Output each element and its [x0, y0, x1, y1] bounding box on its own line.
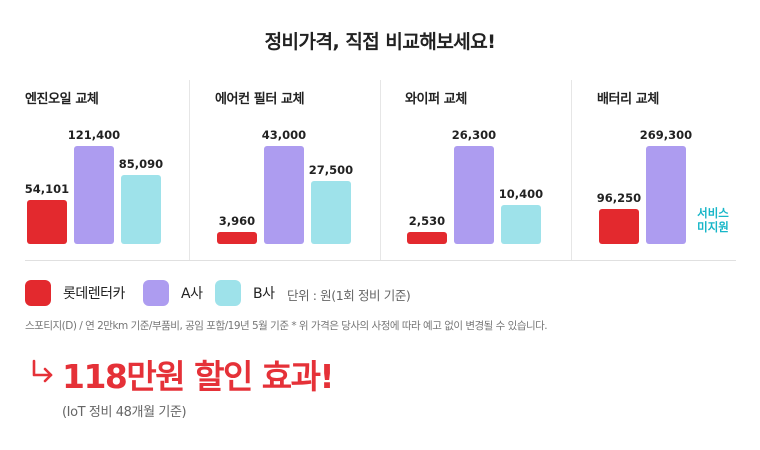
bar-lotte [599, 208, 639, 244]
legend-item-b: B사 [215, 280, 275, 306]
legend-item-lotte: 롯데렌터카 [25, 280, 125, 306]
bar-a [646, 146, 686, 244]
panel-divider [189, 80, 190, 260]
bar-lotte [407, 232, 447, 244]
arrow-right-icon [32, 359, 53, 383]
panel-divider [380, 80, 381, 260]
bar-value-label: 96,250 [596, 190, 642, 205]
chart-panel-wiper: 와이퍼 교체 2,530 26,300 10,400 [405, 80, 595, 260]
chart-title: 정비가격, 직접 비교해보세요! [264, 31, 496, 53]
panel-title: 엔진오일 교체 [25, 92, 99, 107]
bar-lotte [217, 232, 257, 244]
bar-b [311, 181, 351, 244]
bar-lotte [27, 200, 67, 244]
chart-panel-battery: 배터리 교체 96,250 269,300 서비스 미지원 [597, 80, 760, 260]
legend-item-a: A사 [143, 280, 203, 306]
panel-title: 에어컨 필터 교체 [215, 92, 305, 107]
legend-label: A사 [181, 286, 203, 302]
discount-highlight: 118만원 할인 효과! [62, 357, 335, 396]
panel-title: 와이퍼 교체 [405, 92, 467, 107]
bar-value-label: 121,400 [67, 128, 121, 142]
bar-value-label: 10,400 [498, 187, 544, 202]
unit-label: 단위 : 원(1회 정비 기준) [287, 288, 411, 303]
legend-swatch [143, 280, 169, 306]
bar-b [501, 205, 541, 244]
legend-label: B사 [253, 286, 275, 302]
legend-swatch [215, 280, 241, 306]
panel-title: 배터리 교체 [597, 92, 659, 107]
discount-basis: (IoT 정비 48개월 기준) [62, 405, 187, 420]
bar-value-label: 54,101 [24, 182, 70, 197]
chart-panel-engine-oil: 엔진오일 교체 54,101 121,400 85,090 [25, 80, 215, 260]
bar-value-label: 43,000 [261, 128, 307, 142]
bar-a [74, 146, 114, 244]
footnote: 스포티지(D) / 연 2만km 기준/부품비, 공임 포함/19년 5월 기준… [25, 320, 548, 332]
legend-swatch [25, 280, 51, 306]
legend-label: 롯데렌터카 [63, 286, 125, 302]
chart-baseline [25, 260, 736, 261]
bar-value-label: 3,960 [218, 214, 256, 228]
bar-b [121, 175, 161, 244]
bar-value-label: 2,530 [408, 214, 446, 228]
chart-panel-aircon-filter: 에어컨 필터 교체 3,960 43,000 27,500 [215, 80, 405, 260]
chart-panels: 엔진오일 교체 54,101 121,400 85,090 에어컨 필터 교체 3,… [0, 80, 760, 260]
bar-value-label: 27,500 [308, 163, 354, 178]
panel-divider [571, 80, 572, 260]
bar-value-label: 269,300 [639, 128, 693, 142]
bar-a [264, 146, 304, 244]
bar-value-label: 85,090 [118, 157, 164, 172]
bar-a [454, 146, 494, 244]
bar-value-label: 26,300 [451, 128, 497, 142]
service-unavailable-label: 서비스 미지원 [697, 206, 729, 234]
